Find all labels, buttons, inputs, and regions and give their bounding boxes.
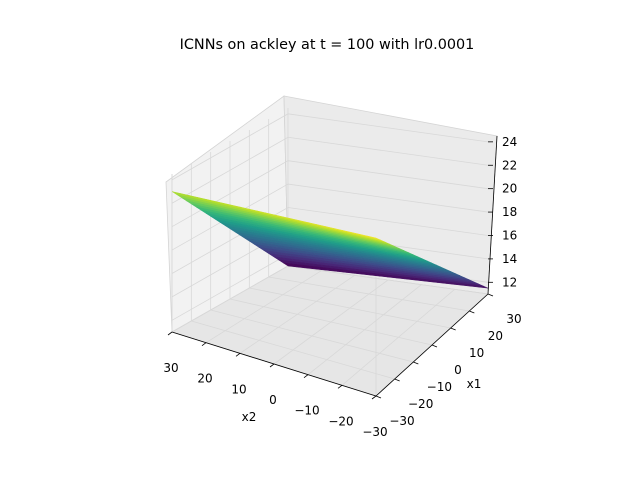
x1-tick-label: −10 (427, 380, 452, 394)
x2-tick-mark (371, 395, 377, 400)
z-tick-label: 18 (502, 205, 517, 219)
x1-tick-label: −30 (389, 414, 414, 428)
x1-tick-mark (431, 344, 438, 348)
x1-tick-mark (450, 327, 456, 331)
x2-tick-label: −10 (294, 404, 319, 418)
x1-tick-mark (375, 395, 382, 399)
x1-tick-mark (394, 378, 400, 382)
x2-tick-label: 20 (197, 372, 212, 386)
x1-tick-label: 20 (488, 329, 503, 343)
floor-grid-line-x1 (210, 309, 414, 363)
z-grid-line (171, 113, 489, 181)
x1-axis-label: x1 (467, 377, 482, 391)
x2-tick-mark (235, 353, 241, 357)
z-tick-label: 12 (502, 275, 517, 289)
z-tick-label: 20 (502, 182, 517, 196)
z-grid-line (171, 136, 489, 204)
x1-tick-mark (413, 361, 419, 365)
x2-tick-label: 0 (269, 393, 277, 407)
z-tick-label: 16 (502, 228, 517, 242)
z-axis-line (487, 135, 498, 295)
x2-tick-mark (201, 342, 207, 346)
x2-tick-label: −20 (328, 414, 353, 428)
z-tick-label: 22 (502, 158, 517, 172)
x2-axis-label: x2 (242, 410, 257, 424)
x1-tick-label: −20 (408, 397, 433, 411)
x2-tick-mark (269, 363, 275, 368)
z-grid-line (171, 207, 489, 274)
x1-tick-mark (487, 293, 494, 297)
x1-tick-label: 0 (454, 363, 462, 377)
x2-tick-mark (337, 385, 343, 389)
x2-tick-mark (303, 374, 309, 378)
x2-tick-label: 30 (163, 361, 178, 375)
floor-grid-line-x1 (229, 298, 433, 346)
z-ticks: 12 14 16 18 20 22 24 (488, 135, 517, 289)
floor-grid-line-x1 (268, 276, 470, 312)
floor-grid-line-x1 (191, 320, 395, 380)
z-tick-label: 14 (502, 252, 517, 266)
floor-grid-line-x1 (287, 265, 489, 295)
x1-tick-label: 10 (469, 346, 484, 360)
z-tick-label: 24 (502, 135, 517, 149)
surface-plot (171, 191, 489, 289)
x2-tick-label: 10 (231, 382, 246, 396)
z-grid-line (171, 183, 489, 251)
x1-tick-mark (469, 310, 475, 314)
x1-tick-label: 30 (506, 312, 521, 326)
x2-tick-mark (167, 331, 173, 336)
chart-title: ICNNs on ackley at t = 100 with lr0.0001 (180, 37, 475, 53)
x2-tick-label: −30 (362, 425, 387, 439)
x2-ticks: −30 −20 −10 0 10 20 30 (163, 331, 388, 439)
floor-grid-line-x1 (249, 287, 451, 329)
